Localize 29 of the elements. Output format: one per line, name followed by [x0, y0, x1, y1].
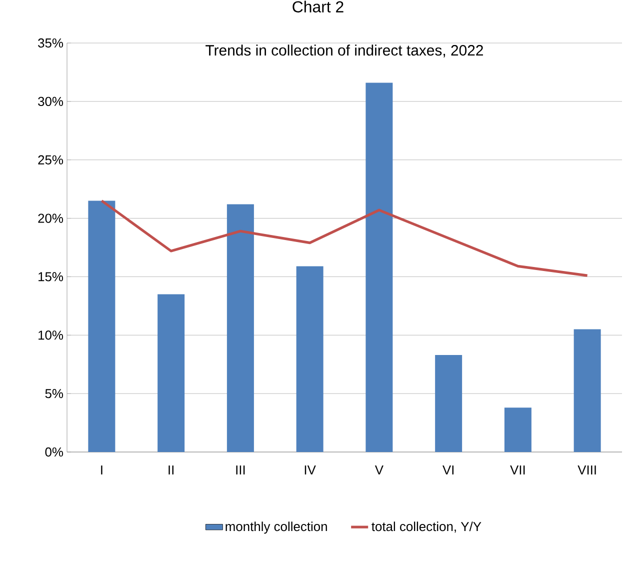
y-tick-label: 0%	[45, 447, 64, 457]
bar	[158, 294, 185, 452]
caption: Chart 2	[292, 0, 344, 12]
x-tick-label: I	[101, 466, 102, 474]
bar	[504, 408, 532, 452]
legend-label: total collection, Y/Y	[372, 522, 482, 533]
chart-title: Trends in collection of indirect taxes, 2022	[206, 44, 483, 58]
x-tick-label: V	[374, 466, 384, 474]
x-tick-label: III	[236, 466, 245, 474]
legend-label: monthly collection	[226, 522, 327, 534]
x-tick-label: VIII	[578, 466, 596, 474]
line-series	[100, 199, 589, 277]
bar	[88, 200, 116, 452]
y-tick-label: 5%	[45, 389, 64, 398]
x-tick-label: II	[168, 466, 174, 474]
bar	[435, 355, 462, 452]
bar	[296, 266, 324, 452]
y-tick-label: 30%	[38, 96, 64, 106]
y-tick-label: 25%	[38, 155, 64, 164]
bar	[574, 329, 601, 452]
y-tick-label: 35%	[38, 38, 64, 48]
x-tick-label: IV	[304, 466, 316, 474]
x-tick-label: VI	[442, 466, 454, 474]
x-tick-label: VII	[510, 466, 525, 474]
bar	[226, 204, 254, 452]
y-tick-label: 15%	[38, 272, 64, 282]
y-tick-label: 20%	[38, 214, 64, 223]
y-tick-label: 10%	[38, 330, 64, 340]
bar	[366, 82, 393, 452]
